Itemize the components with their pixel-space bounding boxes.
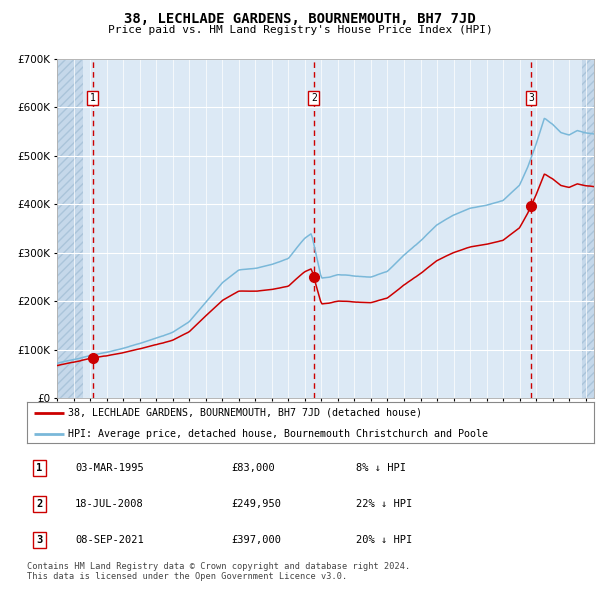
Text: £249,950: £249,950 [231,499,281,509]
Text: 38, LECHLADE GARDENS, BOURNEMOUTH, BH7 7JD: 38, LECHLADE GARDENS, BOURNEMOUTH, BH7 7… [124,12,476,26]
Text: £397,000: £397,000 [231,535,281,545]
Text: 08-SEP-2021: 08-SEP-2021 [75,535,144,545]
Text: 3: 3 [528,93,534,103]
Text: 3: 3 [37,535,43,545]
Text: Contains HM Land Registry data © Crown copyright and database right 2024.
This d: Contains HM Land Registry data © Crown c… [27,562,410,581]
Text: 03-MAR-1995: 03-MAR-1995 [75,463,144,473]
Text: Price paid vs. HM Land Registry's House Price Index (HPI): Price paid vs. HM Land Registry's House … [107,25,493,35]
Text: 2: 2 [37,499,43,509]
Text: £83,000: £83,000 [231,463,275,473]
Text: HPI: Average price, detached house, Bournemouth Christchurch and Poole: HPI: Average price, detached house, Bour… [68,429,488,439]
Text: 38, LECHLADE GARDENS, BOURNEMOUTH, BH7 7JD (detached house): 38, LECHLADE GARDENS, BOURNEMOUTH, BH7 7… [68,408,422,418]
Text: 1: 1 [37,463,43,473]
Text: 8% ↓ HPI: 8% ↓ HPI [356,463,406,473]
Text: 1: 1 [90,93,96,103]
Text: 20% ↓ HPI: 20% ↓ HPI [356,535,412,545]
Text: 2: 2 [311,93,317,103]
Text: 18-JUL-2008: 18-JUL-2008 [75,499,144,509]
Text: 22% ↓ HPI: 22% ↓ HPI [356,499,412,509]
